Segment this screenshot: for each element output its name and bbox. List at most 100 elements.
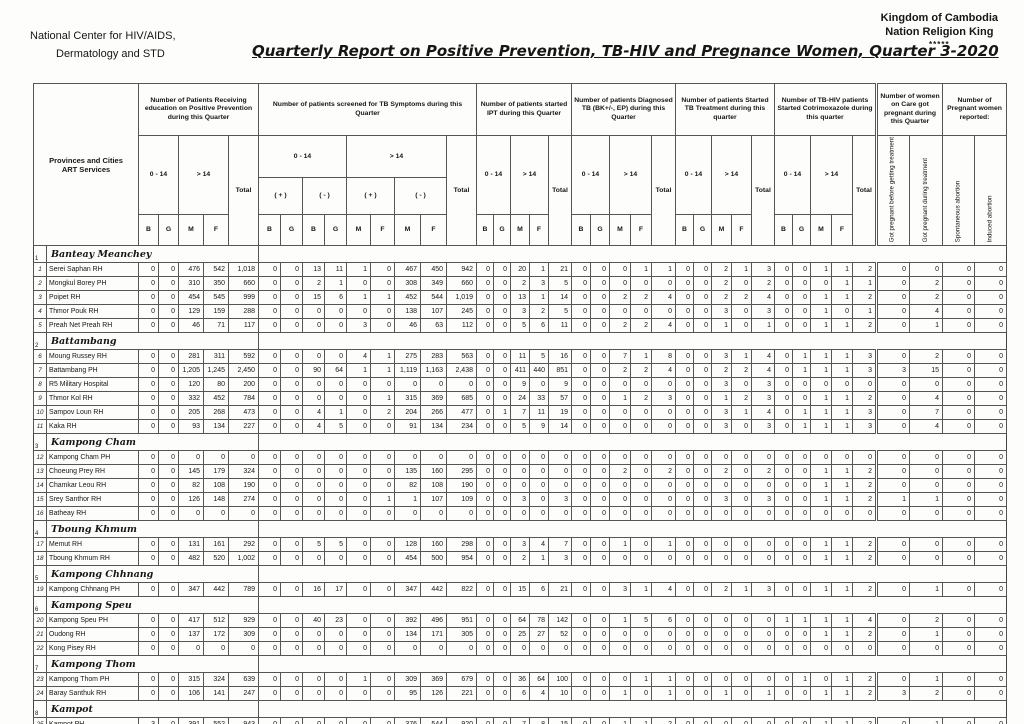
- cell-d2: 1: [609, 717, 631, 724]
- cell-s7: 0: [420, 377, 447, 393]
- site-name: Baray Santhuk RH: [46, 686, 139, 702]
- cell-p0: 0: [875, 276, 910, 292]
- cell-i0: 0: [476, 641, 494, 657]
- cell-t4: 3: [751, 492, 775, 508]
- cell-d0: 0: [571, 478, 591, 494]
- col-b: B: [571, 213, 591, 247]
- cell-e2: 0: [178, 506, 204, 522]
- col-b: B: [774, 213, 793, 247]
- data-row: 13 Choeung Prey RH 0 0 145 179 324 0 0 0 0 0 0 135 160…: [33, 464, 1007, 480]
- cell-e0: 0: [138, 627, 159, 643]
- cell-d2: 0: [609, 405, 631, 421]
- cell-e0: 0: [138, 582, 159, 598]
- cell-s1: 0: [280, 262, 303, 278]
- cell-s0: 0: [258, 262, 281, 278]
- cell-c4: 2: [852, 717, 877, 724]
- cell-t0: 0: [675, 450, 694, 466]
- cell-c0: 0: [774, 492, 793, 508]
- cell-p0: 0: [875, 304, 910, 320]
- cell-s0: 0: [258, 304, 281, 320]
- cell-d2: 2: [609, 318, 631, 334]
- cell-e4: 190: [228, 478, 259, 494]
- cell-r1: 0: [974, 686, 1007, 702]
- cell-c0: 0: [774, 405, 793, 421]
- cell-i4: 3: [548, 492, 572, 508]
- cell-e2: 315: [178, 672, 204, 688]
- total-header: Total: [751, 134, 775, 247]
- cell-s6: 91: [394, 419, 421, 435]
- cell-p1: 1: [909, 672, 943, 688]
- cell-c3: 1: [831, 717, 853, 724]
- data-row: 19 Kampong Chhnang PH 0 0 347 442 789 0 0 16 17 0 0 3…: [33, 582, 1007, 598]
- cell-r1: 0: [974, 551, 1007, 567]
- cell-s6: 46: [394, 318, 421, 334]
- cell-t3: 1: [731, 405, 752, 421]
- cell-e2: 1,205: [178, 363, 204, 379]
- row-number: 11: [33, 419, 47, 435]
- row-number: 16: [33, 506, 47, 522]
- cell-c4: 2: [852, 582, 877, 598]
- age-0-14: 0 - 14: [258, 134, 347, 179]
- cell-s7: 283: [420, 349, 447, 365]
- cell-s4: 0: [346, 627, 371, 643]
- cell-s7: 108: [420, 478, 447, 494]
- col-g: G: [158, 213, 179, 247]
- cell-t4: 0: [751, 717, 775, 724]
- cell-d4: 4: [651, 290, 676, 306]
- cell-e1: 0: [158, 290, 179, 306]
- cell-s5: 0: [370, 672, 395, 688]
- cell-c0: 0: [774, 641, 793, 657]
- cell-r1: 0: [974, 304, 1007, 320]
- cell-s1: 0: [280, 672, 303, 688]
- cell-c4: 3: [852, 419, 877, 435]
- cell-s4: 0: [346, 276, 371, 292]
- col-m: M: [609, 213, 631, 247]
- cell-t0: 0: [675, 672, 694, 688]
- cell-s8: 245: [446, 304, 477, 320]
- cell-d1: 0: [590, 262, 610, 278]
- cell-e1: 0: [158, 506, 179, 522]
- cell-s2: 0: [302, 686, 325, 702]
- cell-d3: 0: [630, 627, 652, 643]
- site-name: Kampong Speu PH: [46, 613, 139, 629]
- cell-s1: 0: [280, 377, 303, 393]
- cell-i2: 36: [510, 672, 530, 688]
- cell-c3: 1: [831, 363, 853, 379]
- cell-c4: 4: [852, 613, 877, 629]
- cell-r1: 0: [974, 717, 1007, 724]
- cell-i3: 1: [529, 262, 549, 278]
- row-number: 24: [33, 686, 47, 702]
- cell-d1: 0: [590, 582, 610, 598]
- cell-s6: 134: [394, 627, 421, 643]
- col-m: M: [394, 213, 421, 247]
- cell-d1: 0: [590, 391, 610, 407]
- cell-c4: 3: [852, 363, 877, 379]
- cell-c3: 0: [831, 641, 853, 657]
- cell-c4: 2: [852, 672, 877, 688]
- cell-e1: 0: [158, 262, 179, 278]
- col-m: M: [346, 213, 371, 247]
- cell-c4: 2: [852, 627, 877, 643]
- cell-t2: 2: [711, 464, 732, 480]
- cell-d3: 0: [630, 419, 652, 435]
- site-name: Memut RH: [46, 537, 139, 553]
- cell-c3: 1: [831, 419, 853, 435]
- row-number: 17: [33, 537, 47, 553]
- col-f: F: [630, 213, 652, 247]
- cell-e1: 0: [158, 686, 179, 702]
- cell-e0: 0: [138, 672, 159, 688]
- cell-i0: 0: [476, 276, 494, 292]
- cell-s3: 0: [324, 492, 347, 508]
- cell-t1: 0: [693, 478, 712, 494]
- cell-e4: 929: [228, 613, 259, 629]
- group-blank: [258, 655, 1007, 674]
- cell-p1: 2: [909, 276, 943, 292]
- row-number: 3: [33, 290, 47, 306]
- cell-t0: 0: [675, 506, 694, 522]
- cell-r0: 0: [942, 627, 975, 643]
- cell-t3: 0: [731, 419, 752, 435]
- cell-d3: 0: [630, 506, 652, 522]
- data-row: 21 Oudong RH 0 0 137 172 309 0 0 0 0 0 0 134 171 305 0 0 2…: [33, 627, 1007, 643]
- cell-c2: 1: [810, 405, 832, 421]
- cell-t3: 1: [731, 349, 752, 365]
